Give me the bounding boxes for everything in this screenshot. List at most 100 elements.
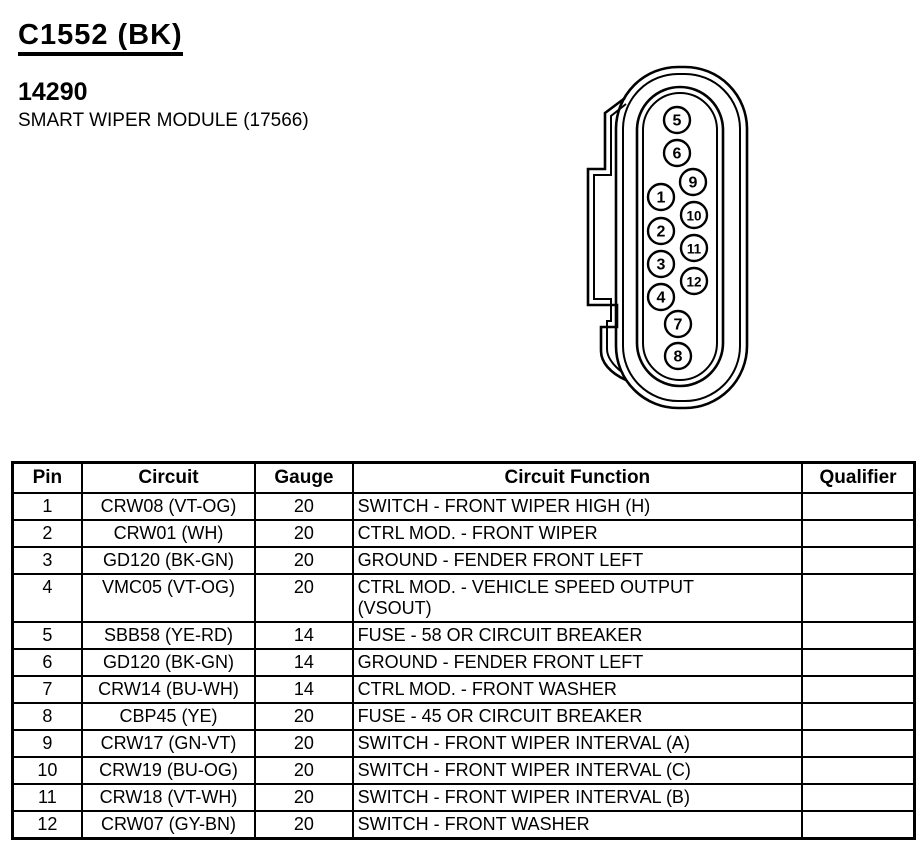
pin-number: 10: [686, 209, 701, 224]
pin-number: 9: [689, 175, 698, 192]
cell-circuit: CBP45 (YE): [80, 702, 257, 731]
pin-number: 12: [686, 275, 701, 290]
cell-function: SWITCH - FRONT WASHER: [351, 810, 804, 840]
connector-id-title: C1552 (BK): [18, 20, 183, 57]
cell-qualifier: [801, 729, 916, 758]
pin-number: 7: [674, 317, 683, 334]
pin-number: 8: [674, 349, 683, 366]
cell-gauge: 14: [254, 675, 354, 704]
cell-qualifier: [801, 756, 916, 785]
cell-pin: 4: [11, 573, 83, 623]
cell-function: SWITCH - FRONT WIPER INTERVAL (C): [351, 756, 804, 785]
pin-circle: [663, 341, 693, 371]
table-header-row: Pin Circuit Gauge Circuit Function Quali…: [11, 461, 916, 494]
cell-gauge: 20: [254, 492, 354, 521]
table-row: 4 VMC05 (VT-OG) 20 CTRL MOD. - VEHICLE SPEE…: [11, 573, 916, 623]
table-row: 10 CRW19 (BU-OG) 20 SWITCH - FRONT WIPER IN…: [11, 756, 916, 785]
cell-function: SWITCH - FRONT WIPER HIGH (H): [351, 492, 804, 521]
cell-pin: 11: [11, 783, 83, 812]
cell-circuit: SBB58 (YE-RD): [80, 621, 257, 650]
pin-circle: [678, 167, 708, 197]
component-name: SMART WIPER MODULE (17566): [18, 109, 309, 131]
pin-circle: [646, 282, 676, 312]
table-row: 11 CRW18 (VT-WH) 20 SWITCH - FRONT WIPER IN…: [11, 783, 916, 812]
cell-qualifier: [801, 648, 916, 677]
cell-pin: 3: [11, 546, 83, 575]
cell-function: CTRL MOD. - FRONT WIPER: [351, 519, 804, 548]
cell-circuit: CRW01 (WH): [80, 519, 257, 548]
pin-number: 11: [687, 242, 702, 257]
table-row: 8 CBP45 (YE) 20 FUSE - 45 OR CIRCUIT BREAKE…: [11, 702, 916, 731]
cell-circuit: CRW17 (GN-VT): [80, 729, 257, 758]
cell-qualifier: [801, 783, 916, 812]
pin-number: 5: [673, 113, 682, 130]
cell-circuit: VMC05 (VT-OG): [80, 573, 257, 623]
cell-circuit: CRW07 (GY-BN): [80, 810, 257, 840]
pin-circle: [646, 216, 676, 246]
cell-gauge: 20: [254, 573, 354, 623]
pin-number: 6: [673, 146, 682, 163]
cell-function: GROUND - FENDER FRONT LEFT: [351, 546, 804, 575]
cell-pin: 8: [11, 702, 83, 731]
pin-number: 4: [657, 290, 666, 307]
mounting-bracket-inner-line: [593, 103, 627, 374]
cell-circuit: GD120 (BK-GN): [80, 648, 257, 677]
cell-function: SWITCH - FRONT WIPER INTERVAL (B): [351, 783, 804, 812]
pinout-table: Pin Circuit Gauge Circuit Function Quali…: [11, 461, 916, 840]
cell-function: FUSE - 58 OR CIRCUIT BREAKER: [351, 621, 804, 650]
cell-qualifier: [801, 492, 916, 521]
cell-function: CTRL MOD. - FRONT WASHER: [351, 675, 804, 704]
connector-cavity-outline: [635, 85, 725, 388]
cell-gauge: 20: [254, 519, 354, 548]
cell-function: GROUND - FENDER FRONT LEFT: [351, 648, 804, 677]
pin-circle: [679, 233, 709, 263]
connector-cavity-inner-line: [642, 92, 718, 381]
pinout-table-body: 1 CRW08 (VT-OG) 20 SWITCH - FRONT WIPER HIG…: [11, 492, 916, 840]
doc-header: C1552 (BK) 14290 SMART WIPER MODULE (175…: [18, 20, 309, 132]
cell-qualifier: [801, 546, 916, 575]
cell-gauge: 20: [254, 756, 354, 785]
cell-function: CTRL MOD. - VEHICLE SPEED OUTPUT (VSOUT): [351, 573, 804, 623]
cell-gauge: 20: [254, 729, 354, 758]
cell-circuit: CRW19 (BU-OG): [80, 756, 257, 785]
cell-function: FUSE - 45 OR CIRCUIT BREAKER: [351, 702, 804, 731]
table-row: 6 GD120 (BK-GN) 14 GROUND - FENDER FRONT LE…: [11, 648, 916, 677]
cell-pin: 12: [11, 810, 83, 840]
pin-circle: [663, 309, 693, 339]
table-row: 9 CRW17 (GN-VT) 20 SWITCH - FRONT WIPER INT…: [11, 729, 916, 758]
cell-qualifier: [801, 573, 916, 623]
cell-circuit: GD120 (BK-GN): [80, 546, 257, 575]
cell-pin: 9: [11, 729, 83, 758]
cell-gauge: 20: [254, 702, 354, 731]
cell-circuit: CRW08 (VT-OG): [80, 492, 257, 521]
cell-pin: 5: [11, 621, 83, 650]
table-row: 12 CRW07 (GY-BN) 20 SWITCH - FRONT WASHER: [11, 810, 916, 840]
cell-pin: 10: [11, 756, 83, 785]
cell-pin: 2: [11, 519, 83, 548]
pin-circle: [646, 182, 676, 212]
cell-gauge: 20: [254, 546, 354, 575]
cell-qualifier: [801, 810, 916, 840]
pin-group: 5 69 1 10 2 11 3 12 47 8: [646, 105, 709, 371]
cell-qualifier: [801, 675, 916, 704]
table-row: 1 CRW08 (VT-OG) 20 SWITCH - FRONT WIPER HIG…: [11, 492, 916, 521]
table-row: 5 SBB58 (YE-RD) 14 FUSE - 58 OR CIRCUIT BRE…: [11, 621, 916, 650]
cell-circuit: CRW18 (VT-WH): [80, 783, 257, 812]
pin-number: 2: [657, 224, 666, 241]
table-row: 2 CRW01 (WH) 20 CTRL MOD. - FRONT WIPER: [11, 519, 916, 548]
header-pin: Pin: [11, 461, 83, 494]
header-gauge: Gauge: [254, 461, 354, 494]
cell-function: SWITCH - FRONT WIPER INTERVAL (A): [351, 729, 804, 758]
pin-circle: [646, 249, 676, 279]
cell-gauge: 20: [254, 810, 354, 840]
cell-pin: 1: [11, 492, 83, 521]
part-number: 14290: [18, 78, 88, 107]
connector-housing-outline: [614, 65, 749, 410]
connector-housing-inner-line: [622, 73, 741, 402]
pin-number: 3: [657, 257, 666, 274]
pin-circle: [662, 105, 692, 135]
cell-pin: 6: [11, 648, 83, 677]
pin-circle: [679, 266, 709, 296]
pin-number: 1: [657, 190, 666, 207]
